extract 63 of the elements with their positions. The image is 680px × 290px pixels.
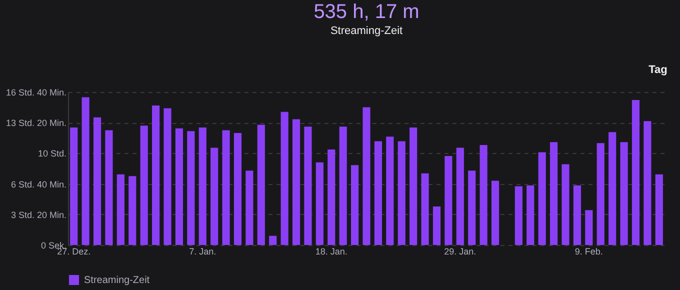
bar [491, 180, 500, 245]
x-tick-label: 9. Feb. [574, 246, 603, 256]
bar [644, 121, 652, 245]
bar [632, 100, 640, 245]
bar [374, 141, 382, 245]
bar [562, 164, 570, 245]
bar [140, 126, 148, 245]
bar [351, 165, 359, 245]
x-tick-label: 7. Jan. [189, 246, 216, 256]
bar [187, 131, 195, 245]
chart-subtitle: Streaming-Zeit [330, 25, 403, 37]
bar [585, 210, 593, 245]
y-tick-label: 16 Std. 40 Min. [6, 88, 66, 98]
bar [116, 174, 124, 245]
chart-title: 535 h, 17 m [314, 1, 420, 23]
bar [292, 119, 300, 245]
bar [222, 130, 230, 245]
bar [386, 136, 394, 245]
bar [105, 130, 113, 245]
y-tick-label: 6 Std. 40 Min. [10, 179, 66, 190]
y-tick-label: 3 Std. 20 Min. [10, 210, 66, 220]
text: Tag [648, 64, 668, 76]
y-tick-label: 13 Std. 20 Min. [6, 118, 66, 128]
bar [550, 142, 558, 245]
bar [246, 170, 254, 245]
bar [70, 128, 78, 245]
bar [444, 156, 452, 245]
bar [257, 124, 265, 245]
bar [596, 143, 604, 245]
bar [316, 162, 324, 245]
bar [410, 128, 418, 245]
bar [328, 150, 336, 245]
bar [468, 170, 476, 245]
bar [198, 128, 206, 245]
bar [526, 185, 534, 245]
bar [93, 117, 102, 245]
y-tick-label: 10 Std. [38, 148, 66, 159]
bar [538, 152, 546, 245]
bar [269, 236, 277, 245]
x-tick-label: 29. Jan. [444, 246, 476, 256]
legend-label: Streaming-Zeit [84, 275, 150, 286]
bar [234, 133, 242, 245]
bar [339, 126, 347, 245]
bar [210, 148, 218, 245]
bar [152, 105, 160, 245]
bar [128, 176, 136, 245]
bar [304, 126, 312, 245]
bar [421, 173, 429, 245]
bar [398, 141, 406, 245]
bar [456, 148, 464, 245]
bar [514, 186, 522, 245]
bar [280, 112, 288, 245]
bar [175, 128, 183, 245]
bar [480, 144, 488, 245]
bar [655, 174, 663, 245]
bar [164, 108, 172, 245]
bar [608, 132, 616, 245]
bar [573, 185, 581, 245]
x-tick-label: 18. Jan. [315, 246, 348, 256]
bar [620, 142, 628, 245]
bar [362, 107, 370, 245]
bar [432, 206, 441, 245]
bar [82, 97, 90, 245]
